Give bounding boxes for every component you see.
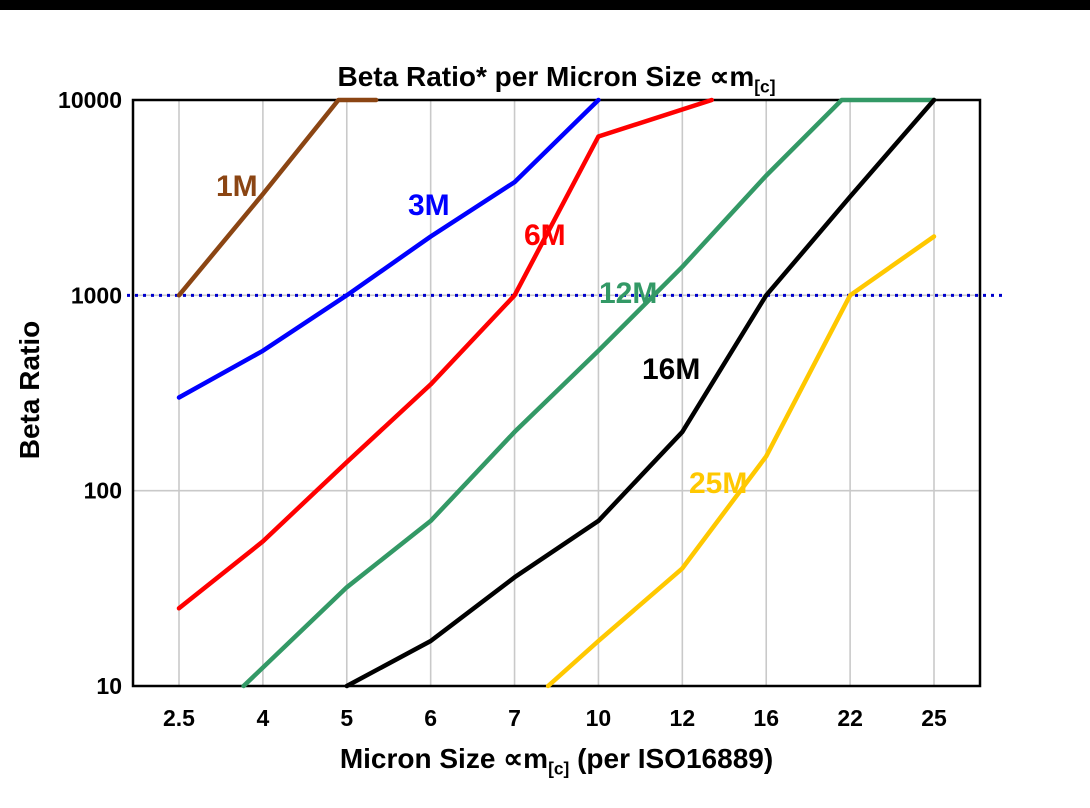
x-tick-label-5: 5 bbox=[340, 705, 353, 731]
x-tick-label-2.5: 2.5 bbox=[163, 705, 195, 731]
series-line-6M bbox=[176, 97, 714, 611]
series-line-16M bbox=[344, 97, 937, 689]
x-axis-label-text: Micron Size ∝m bbox=[339, 743, 549, 774]
top-border-bar bbox=[0, 0, 1090, 10]
x-tick-label-22: 22 bbox=[837, 705, 863, 731]
y-tick-label-1000: 1000 bbox=[71, 282, 122, 308]
y-axis-label: Beta Ratio bbox=[14, 320, 45, 460]
x-tick-label-25: 25 bbox=[921, 705, 947, 731]
x-axis-label-suffix: (per ISO16889) bbox=[569, 743, 774, 774]
series-label-3M: 3M bbox=[408, 189, 450, 222]
series-label-6M: 6M bbox=[524, 219, 566, 252]
x-tick-label-12: 12 bbox=[670, 705, 696, 731]
x-axis-label: Micron Size ∝m[c] (per ISO16889) bbox=[133, 742, 980, 780]
chart-title-text: Beta Ratio* per Micron Size ∝m bbox=[337, 61, 755, 92]
series-label-25M: 25M bbox=[689, 467, 747, 500]
series-label-16M: 16M bbox=[642, 353, 700, 386]
y-tick-label-10000: 10000 bbox=[58, 87, 122, 113]
series-label-1M: 1M bbox=[216, 170, 258, 203]
x-tick-label-6: 6 bbox=[424, 705, 437, 731]
y-tick-label-100: 100 bbox=[84, 478, 122, 504]
series-line-1M bbox=[176, 97, 379, 298]
chart-title-subscript: [c] bbox=[754, 76, 776, 97]
series-line-3M bbox=[176, 97, 601, 400]
series-label-12M: 12M bbox=[599, 277, 657, 310]
x-tick-label-4: 4 bbox=[256, 705, 269, 731]
series-line-12M bbox=[241, 97, 937, 689]
plot-border bbox=[131, 98, 982, 688]
x-tick-label-10: 10 bbox=[586, 705, 612, 731]
x-tick-label-7: 7 bbox=[508, 705, 521, 731]
chart-title: Beta Ratio* per Micron Size ∝m[c] bbox=[133, 60, 980, 98]
x-axis-label-subscript: [c] bbox=[548, 758, 570, 779]
y-tick-label-10: 10 bbox=[96, 673, 122, 699]
series-line-25M bbox=[545, 234, 937, 689]
x-tick-label-16: 16 bbox=[753, 705, 779, 731]
